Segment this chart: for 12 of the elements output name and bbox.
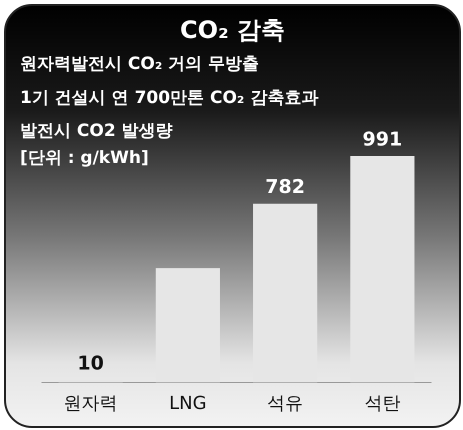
x-tick-label: 석유 xyxy=(267,392,304,414)
chart-subtitle: 원자력발전시 CO₂ 거의 무방출 xyxy=(20,53,260,75)
x-tick-label: 석탄 xyxy=(364,392,400,414)
x-tick-label: 원자력 xyxy=(64,392,118,414)
data-label: 991 xyxy=(362,128,402,150)
data-label: 782 xyxy=(265,176,305,198)
x-tick-label: LNG xyxy=(169,392,207,414)
text: 발전시 CO2 발생량 xyxy=(20,120,173,142)
annotation: [단위 : g/kWh] xyxy=(20,147,149,169)
text: 1기 건설시 연 700만톤 CO₂ 감축효과 xyxy=(20,87,318,109)
data-label: 10 xyxy=(77,352,104,375)
chart-title: CO₂ 감축 xyxy=(179,15,286,46)
